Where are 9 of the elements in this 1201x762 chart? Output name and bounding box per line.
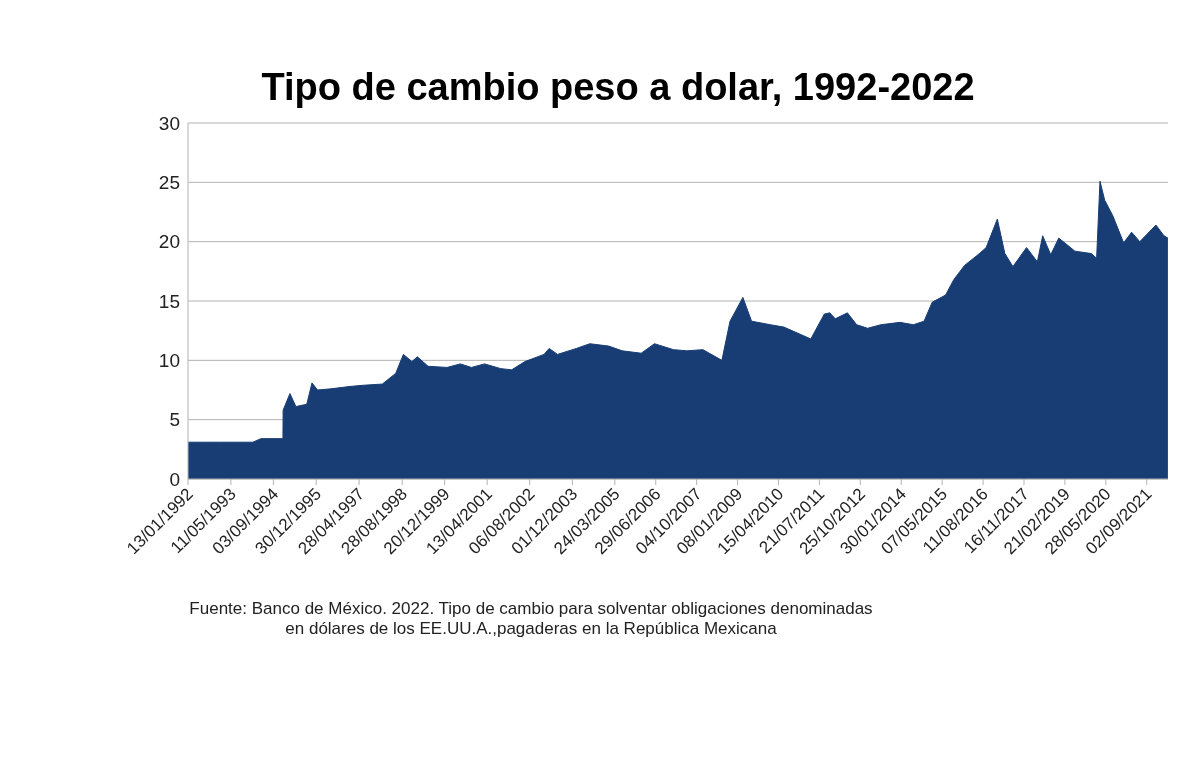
y-tick-label: 15: [158, 290, 180, 312]
y-tick-label: 10: [158, 350, 180, 372]
y-tick-label: 20: [158, 231, 180, 253]
y-tick-label: 5: [169, 409, 180, 431]
chart-title: Tipo de cambio peso a dolar, 1992-2022: [260, 66, 976, 109]
y-tick-label: 0: [169, 468, 180, 490]
y-tick-label: 30: [158, 112, 180, 134]
y-tick-label: 25: [158, 172, 180, 194]
source-note: Fuente: Banco de México. 2022. Tipo de cambio para solventar obligaciones denominadas en dólares de los EE.UU.A.,pagaderas en la República Mexicana: [188, 599, 874, 639]
